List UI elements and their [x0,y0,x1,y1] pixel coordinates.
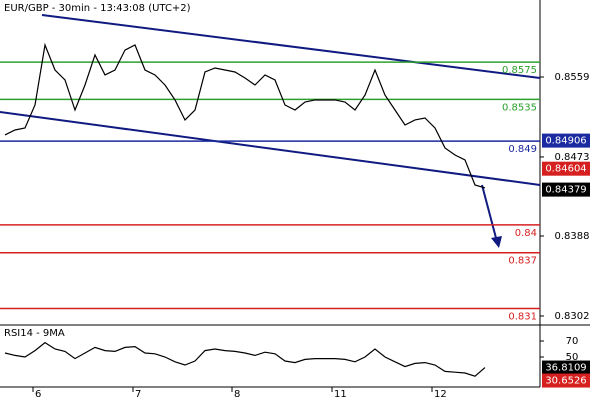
level-label: 0.8535 [502,102,537,113]
arrow-head [491,236,502,248]
y-tick-label: 70 [566,336,579,347]
level-label: 0.84 [515,228,537,239]
price-box [542,360,590,375]
arrow-shaft [481,184,497,239]
level-label: 0.8575 [502,65,537,76]
y-tick-label: 0.8559 [555,72,590,83]
y-tick-label: 0.8388 [555,231,590,242]
level-label: 0.837 [508,256,537,267]
price-box-label: 0.84906 [545,136,586,147]
x-tick-label: 11 [334,389,347,400]
rsi-title: RSI14 - 9MA [4,328,65,339]
chart-title: EUR/GBP - 30min - 13:43:08 (UTC+2) [4,3,191,14]
price-box [542,182,590,197]
price-box-label: 30.6526 [545,376,586,387]
y-tick-label: 0.8302 [555,311,590,322]
price-box [542,133,590,148]
trend-channel-lower [0,111,541,186]
y-tick-label: 0.8473 [555,152,590,163]
price-box [542,373,590,388]
price-box-label: 36.8109 [545,363,586,374]
y-tick-label: 50 [566,352,579,363]
series-line [4,42,486,189]
price-box-label: 0.84604 [545,164,586,175]
x-tick-label: 6 [35,389,41,400]
price-box-label: 0.84379 [545,185,586,196]
series-line [4,341,486,377]
x-tick-label: 8 [234,389,240,400]
trend-channel-upper [41,14,541,79]
x-tick-label: 12 [434,389,447,400]
level-label: 0.831 [508,312,537,323]
price-box [542,161,590,176]
level-label: 0.849 [508,144,537,155]
x-tick-label: 7 [135,389,141,400]
